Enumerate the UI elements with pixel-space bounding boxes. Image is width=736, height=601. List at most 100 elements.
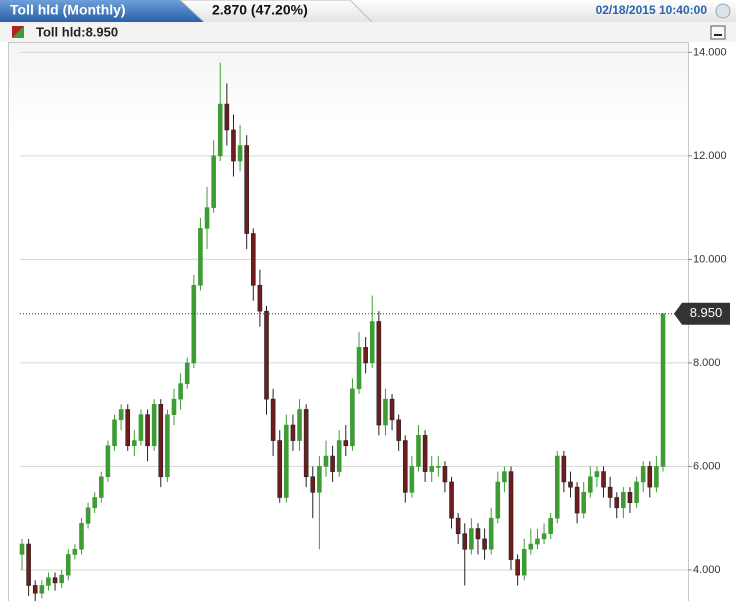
candle-body	[204, 207, 210, 229]
candle-body	[541, 533, 547, 540]
y-tick-label: 12.000	[693, 150, 727, 162]
candle-body	[165, 414, 170, 478]
candle-body	[39, 585, 45, 594]
legend-row	[0, 22, 736, 42]
candle-body	[654, 466, 659, 488]
candle-body	[363, 347, 368, 364]
legend-label: Toll hld:8.950	[36, 24, 118, 39]
candle-body	[508, 471, 514, 560]
candle-body	[455, 517, 461, 535]
candle-body	[151, 404, 157, 447]
candle-body	[330, 455, 335, 472]
candle-body	[416, 435, 421, 467]
candle-body	[482, 538, 487, 550]
candle-body	[581, 492, 587, 514]
candle-body	[647, 466, 653, 488]
candle-body	[290, 424, 296, 441]
candle-body	[52, 577, 58, 584]
candle-body	[277, 440, 283, 498]
candle-body	[244, 145, 249, 234]
y-tick-label: 14.000	[693, 46, 727, 58]
candle-body	[369, 321, 375, 364]
candle-body	[72, 548, 78, 555]
title-tab[interactable]	[0, 0, 204, 22]
candle-body	[488, 517, 494, 550]
candle-body	[92, 497, 97, 509]
candle-body	[297, 409, 302, 441]
candle-body	[422, 435, 428, 472]
candle-body	[548, 517, 553, 535]
candle-body	[65, 554, 71, 576]
y-tick-label: 8.000	[693, 357, 721, 369]
candle-body	[125, 409, 131, 447]
candle-body	[98, 476, 104, 498]
candle-body	[257, 284, 263, 312]
candle-body	[389, 398, 395, 421]
candle-body	[32, 585, 38, 594]
candle-body	[231, 129, 236, 162]
timestamp: 02/18/2015 10:40:00	[596, 3, 708, 17]
candle-body	[264, 310, 269, 400]
candle-body	[211, 155, 216, 208]
candle-body	[515, 559, 520, 576]
candle-body	[46, 577, 51, 586]
candle-body	[184, 362, 190, 384]
candle-body	[568, 481, 573, 488]
candle-body	[594, 471, 600, 478]
candle-body	[19, 543, 25, 555]
candle-body	[250, 233, 256, 286]
candle-body	[521, 548, 527, 576]
candle-body	[26, 543, 31, 586]
candle-body	[178, 383, 183, 400]
candle-body	[350, 388, 355, 447]
candle-body	[132, 440, 137, 447]
candle-body	[343, 440, 349, 447]
candle-body	[59, 574, 64, 584]
candle-body	[502, 471, 507, 483]
candle-body	[310, 476, 316, 493]
candle-body	[436, 466, 441, 468]
candle-body	[588, 476, 593, 493]
price-label-box	[674, 302, 730, 325]
candle-body	[561, 455, 567, 483]
candle-body	[383, 398, 388, 426]
candle-body	[118, 409, 124, 421]
refresh-button[interactable]	[715, 3, 731, 19]
candle-body	[112, 419, 117, 447]
candle-body	[495, 481, 501, 519]
candle-body	[171, 398, 177, 415]
legend-icon-half	[12, 26, 24, 38]
candle-body	[429, 466, 435, 472]
candle-body	[317, 466, 322, 493]
candle-body	[409, 466, 415, 493]
candle-body	[528, 543, 534, 550]
candle-body	[191, 284, 197, 364]
candle-body	[634, 481, 639, 503]
change-text: 2.870 (47.20%)	[212, 2, 308, 18]
candle-body	[475, 528, 481, 540]
candle-body	[402, 440, 408, 493]
candle-body	[145, 414, 150, 447]
plot-area	[8, 42, 689, 601]
candle-body	[237, 145, 243, 162]
minimize-button[interactable]	[710, 25, 726, 40]
candle-body	[323, 455, 329, 467]
candle-body	[217, 103, 223, 157]
candle-body	[614, 497, 620, 509]
candle-body	[270, 398, 276, 441]
tab-outline	[179, 0, 373, 23]
candle-body	[85, 507, 91, 524]
candle-body	[660, 313, 666, 467]
candle-body	[138, 414, 144, 441]
candle-body	[224, 103, 230, 131]
candle-body	[336, 440, 342, 472]
candle-body	[607, 486, 613, 498]
y-tick-label: 6.000	[693, 460, 721, 472]
candle-body	[105, 445, 111, 478]
candle-body	[554, 455, 560, 519]
candle-body	[79, 523, 84, 550]
candle-body	[284, 424, 289, 498]
candle-body	[356, 347, 362, 390]
y-tick-label: 10.000	[693, 253, 727, 265]
